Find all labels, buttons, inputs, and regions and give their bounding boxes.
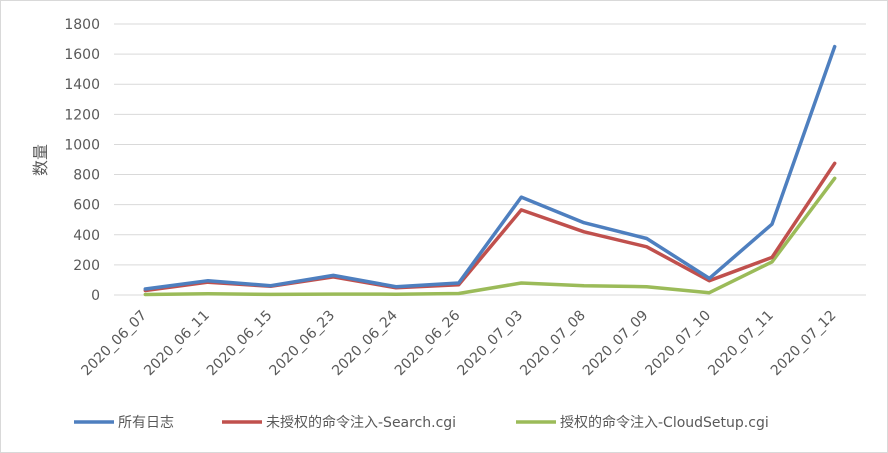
series-line-0 (143, 44, 837, 291)
x-tick-labels: 2020_06_072020_06_112020_06_152020_06_23… (79, 307, 840, 379)
y-tick-label: 1200 (64, 107, 100, 123)
y-tick-label: 0 (91, 288, 100, 304)
y-tick-label: 1800 (64, 17, 100, 33)
x-tick-label: 2020_06_07 (79, 308, 151, 380)
x-tick-label: 2020_06_11 (141, 308, 213, 380)
series-line-1 (143, 161, 837, 293)
x-tick-label: 2020_07_11 (705, 308, 777, 380)
legend-label-2: 授权的命令注入-CloudSetup.cgi (560, 414, 769, 431)
y-axis-label: 数量 (31, 144, 50, 176)
x-tick-label: 2020_07_10 (643, 308, 715, 380)
x-tick-label: 2020_07_09 (580, 308, 652, 380)
x-tick-label: 2020_06_24 (329, 307, 401, 379)
y-tick-label: 1400 (64, 77, 100, 93)
gridlines (114, 23, 866, 296)
y-tick-label: 1000 (64, 137, 100, 153)
y-tick-label: 400 (73, 228, 100, 244)
x-tick-label: 2020_07_03 (455, 308, 527, 380)
y-tick-label: 200 (73, 258, 100, 274)
x-tick-label: 2020_07_08 (517, 308, 589, 380)
legend-label-1: 未授权的命令注入-Search.cgi (266, 414, 456, 431)
x-tick-label: 2020_06_26 (392, 307, 464, 379)
series-line-2 (143, 176, 837, 297)
y-tick-labels: 0 200 400 600 800 1000 1200 1400 1600 1800 (64, 17, 100, 304)
legend-label-0: 所有日志 (118, 415, 174, 431)
y-tick-label: 600 (73, 198, 100, 214)
y-tick-label: 800 (73, 168, 100, 184)
legend: 所有日志 未授权的命令注入-Search.cgi 授权的命令注入-CloudSetu… (74, 414, 769, 431)
x-tick-label: 2020_06_15 (204, 308, 276, 380)
x-tick-label: 2020_07_12 (768, 308, 840, 380)
x-tick-label: 2020_06_23 (267, 308, 339, 380)
series-lines (143, 44, 837, 297)
y-tick-label: 1600 (64, 47, 100, 63)
